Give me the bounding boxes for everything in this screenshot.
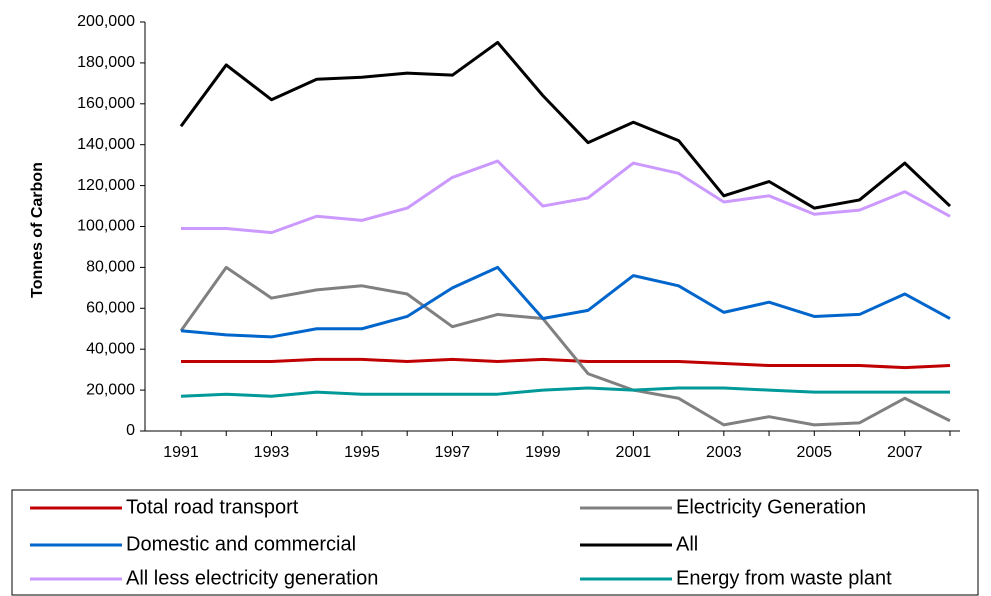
x-tick-label: 1995 — [344, 444, 380, 461]
y-tick-label: 60,000 — [86, 300, 135, 317]
y-tick-label: 200,000 — [77, 13, 135, 30]
x-tick-label: 1999 — [525, 444, 561, 461]
series-line — [180, 386, 950, 398]
legend-label: All less electricity generation — [126, 567, 378, 589]
y-tick-label: 140,000 — [77, 136, 135, 153]
x-tick-label: 2005 — [796, 444, 832, 461]
series-line — [180, 265, 951, 339]
x-tick-label: 2003 — [706, 444, 742, 461]
legend-label: Energy from waste plant — [676, 567, 892, 589]
series-line — [181, 357, 951, 370]
x-tick-label: 2001 — [616, 444, 652, 461]
y-tick-label: 100,000 — [77, 218, 135, 235]
x-tick-label: 1997 — [435, 444, 471, 461]
series-line — [181, 159, 951, 235]
legend-label: All — [676, 533, 698, 555]
y-tick-label: 160,000 — [77, 95, 135, 112]
legend-label: Domestic and commercial — [126, 533, 356, 555]
y-tick-label: 40,000 — [86, 340, 135, 357]
series-line — [179, 40, 952, 210]
y-axis-title: Tonnes of Carbon — [29, 162, 46, 298]
x-tick-label: 2007 — [887, 444, 923, 461]
legend-label: Total road transport — [126, 496, 299, 518]
y-tick-label: 20,000 — [86, 381, 135, 398]
y-tick-label: 80,000 — [86, 259, 135, 276]
x-tick-label: 1993 — [254, 444, 290, 461]
x-tick-label: 1991 — [163, 444, 199, 461]
y-tick-label: 0 — [126, 422, 135, 439]
legend-box — [11, 489, 979, 596]
legend-label: Electricity Generation — [676, 496, 866, 518]
y-tick-label: 180,000 — [77, 54, 135, 71]
series-line — [179, 265, 951, 427]
y-tick-label: 120,000 — [77, 177, 135, 194]
